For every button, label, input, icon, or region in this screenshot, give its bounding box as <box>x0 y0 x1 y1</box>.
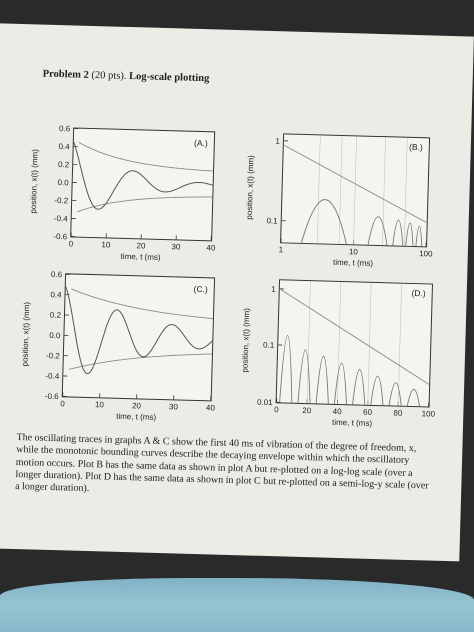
panel-label: (C.) <box>193 284 208 294</box>
plot-b: 1 0.1 1 10 100 time, t (ms) position, x(t) (mm… <box>245 133 433 268</box>
y-tick-label: -0.4 <box>45 371 60 380</box>
y-tick-label: 0.4 <box>50 290 62 299</box>
plot-d: 1 0.1 0.01 0 20 40 60 80 100 time, t (ms) position… <box>240 279 436 428</box>
plot-c: 0.6 0.4 0.2 0.0 -0.2 -0.4 -0.6 0 10 20 30 40 time, t… <box>21 270 216 422</box>
oscillation-lobe <box>388 382 402 406</box>
y-tick-label: -0.4 <box>54 214 69 223</box>
oscillation-lobe <box>370 375 384 406</box>
blue-cloth-background <box>0 578 474 632</box>
y-tick-label: 0.1 <box>263 341 275 350</box>
x-tick-label: 40 <box>333 407 343 416</box>
y-tick-label: 0.2 <box>58 160 70 169</box>
plot-b-svg: 1 0.1 1 10 100 time, t (ms) position, x(t) (mm… <box>245 135 433 268</box>
y-tick-label: 0.6 <box>51 270 63 279</box>
y-tick-label: -0.6 <box>45 392 60 401</box>
caption-paragraph: The oscillating traces in graphs A & C s… <box>15 432 429 495</box>
y-tick-label: 0.0 <box>57 178 69 187</box>
x-tick-label: 20 <box>302 406 312 415</box>
problem-topic: Log-scale plotting <box>128 71 210 85</box>
gridline <box>367 282 372 405</box>
x-axis-label: time, t (ms) <box>333 258 374 268</box>
oscillation-trace <box>73 141 213 210</box>
gridline <box>382 137 386 246</box>
panel-label: (A.) <box>194 138 208 148</box>
y-tick-label: 1 <box>271 285 276 294</box>
oscillation-trace <box>65 286 213 375</box>
problem-heading: Problem 2 <box>42 68 90 81</box>
oscillation-lobe <box>367 216 388 246</box>
oscillation-lobe <box>405 222 414 247</box>
x-tick-label: 1 <box>279 245 284 254</box>
oscillation-lobe <box>333 362 347 405</box>
worksheet-page: Problem 2 (20 pts). Log-scale plotting 0… <box>0 23 474 562</box>
y-tick-label: -0.2 <box>46 351 61 360</box>
x-tick-label: 30 <box>169 402 179 411</box>
lower-envelope-curve <box>68 353 212 370</box>
decay-envelope-line <box>283 144 427 224</box>
x-tick-label: 100 <box>422 409 436 418</box>
x-tick-label: 30 <box>171 242 181 251</box>
x-tick-label: 100 <box>419 249 433 258</box>
x-tick-label: 10 <box>95 400 105 409</box>
x-tick-label: 40 <box>206 243 216 252</box>
x-tick-label: 10 <box>101 240 111 249</box>
y-axis-label: position, x(t) (mm) <box>21 302 32 367</box>
oscillation-lobe <box>352 369 366 405</box>
gridline <box>397 283 402 406</box>
problem-title: Problem 2 (20 pts). Log-scale plotting <box>43 69 210 85</box>
x-tick-label: 80 <box>393 409 403 418</box>
gridline <box>353 136 357 245</box>
gridline <box>306 281 311 404</box>
x-axis-label: time, t (ms) <box>121 252 162 262</box>
x-tick-label: 20 <box>136 241 146 250</box>
plot-a-svg: 0.6 0.4 0.2 0.0 -0.2 -0.4 -0.60 10 20 30 40 time, t… <box>29 124 216 262</box>
y-tick-label: 0.2 <box>50 311 62 320</box>
y-tick-label: -0.6 <box>53 232 68 241</box>
oscillation-lobe <box>392 219 404 246</box>
y-tick-label: 0.0 <box>49 331 61 340</box>
problem-points: (20 pts). <box>91 69 127 82</box>
oscillation-lobe <box>415 225 423 247</box>
y-tick-label: 0.4 <box>58 142 70 151</box>
panel-label: (B.) <box>409 142 423 152</box>
plot-c-svg: 0.6 0.4 0.2 0.0 -0.2 -0.4 -0.60 10 20 30 40 time, t… <box>21 270 216 422</box>
oscillation-lobe <box>406 388 420 407</box>
plot-a: 0.6 0.4 0.2 0.0 -0.2 -0.4 -0.6 0 10 20 30 40 time, t… <box>29 124 216 262</box>
decay-envelope-line <box>279 288 430 385</box>
x-tick-label: 40 <box>206 403 216 412</box>
oscillation-lobe <box>279 334 293 403</box>
gridline <box>317 135 321 244</box>
y-axis-label: position, x(t) (mm) <box>245 155 256 220</box>
x-tick-label: 0 <box>60 399 65 408</box>
y-axis-label: position, x(t) (mm) <box>240 308 251 373</box>
gridline <box>338 135 343 244</box>
panel-label: (D.) <box>411 288 426 298</box>
y-tick-label: 0.01 <box>257 398 273 407</box>
y-tick-label: 0.1 <box>266 216 278 225</box>
x-axis-label: time, t (ms) <box>332 418 373 428</box>
x-tick-label: 20 <box>132 401 142 410</box>
x-tick-label: 0 <box>274 405 279 414</box>
upper-envelope-curve <box>78 142 214 172</box>
x-tick-label: 60 <box>363 408 373 417</box>
x-tick-label: 10 <box>349 247 359 256</box>
gridline <box>404 137 408 246</box>
x-tick-label: 0 <box>69 239 74 248</box>
gridline <box>337 281 342 404</box>
lower-envelope-curve <box>76 196 213 213</box>
y-tick-label: 0.6 <box>59 124 71 133</box>
y-axis-label: position, x(t) (mm) <box>29 149 40 214</box>
oscillation-lobe <box>300 199 347 245</box>
upper-envelope-curve <box>71 288 213 320</box>
oscillation-lobe <box>315 355 329 404</box>
y-tick-label: 1 <box>275 137 280 146</box>
oscillation-lobe <box>297 349 311 404</box>
y-tick-label: -0.2 <box>54 196 69 205</box>
x-axis-label: time, t (ms) <box>116 412 157 422</box>
plot-d-svg: 1 0.1 0.010 20 40 60 80 100 time, t (ms) position… <box>240 281 436 428</box>
